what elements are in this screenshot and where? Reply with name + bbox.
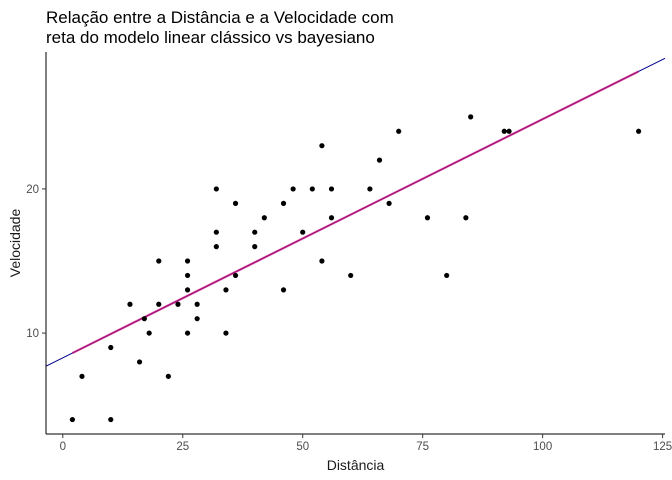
data-point <box>69 416 75 423</box>
y-tick-label: 10 <box>26 328 39 340</box>
data-point <box>396 128 402 134</box>
data-point <box>232 200 239 206</box>
data-point <box>506 128 512 134</box>
data-point <box>184 272 191 279</box>
x-tick-label: 50 <box>296 441 309 453</box>
x-tick-label: 25 <box>176 441 189 453</box>
chart-title-line-2: reta do modelo linear clássico vs bayesi… <box>46 28 375 47</box>
data-point <box>213 229 219 235</box>
data-point <box>636 128 642 134</box>
data-point <box>194 301 200 307</box>
data-point <box>386 200 392 206</box>
data-point <box>280 287 287 293</box>
data-point <box>136 359 143 365</box>
data-point <box>213 244 219 250</box>
data-point <box>376 157 383 163</box>
scatter-points <box>69 114 642 423</box>
data-point <box>223 330 229 336</box>
data-point <box>194 316 200 322</box>
y-axis-ticks: 10 20 <box>26 184 46 340</box>
data-point <box>146 330 152 336</box>
data-point <box>280 200 287 206</box>
data-point <box>468 114 474 120</box>
data-point <box>184 330 191 336</box>
data-point <box>348 272 354 279</box>
data-point <box>328 186 335 192</box>
data-point <box>156 301 162 307</box>
data-point <box>108 344 114 351</box>
data-point <box>252 229 258 235</box>
data-point <box>79 373 85 379</box>
data-point <box>223 287 229 293</box>
data-point <box>232 272 239 279</box>
data-point <box>213 186 219 192</box>
data-point <box>165 373 171 379</box>
data-point <box>252 244 258 250</box>
chart-title-line-1: Relação entre a Distância e a Velocidade… <box>46 8 394 27</box>
data-point <box>184 287 191 293</box>
y-axis-title: Velocidade <box>7 209 23 278</box>
data-point <box>309 186 315 192</box>
x-axis-title: Distância <box>327 457 385 473</box>
x-tick-label: 100 <box>533 441 552 453</box>
data-point <box>424 215 431 221</box>
data-point <box>156 258 162 264</box>
data-point <box>175 301 181 307</box>
data-point <box>108 416 114 423</box>
data-point <box>127 301 133 307</box>
x-tick-label: 125 <box>653 441 672 453</box>
data-point <box>501 128 507 134</box>
y-tick-label: 20 <box>26 184 39 196</box>
x-tick-label: 75 <box>416 441 429 453</box>
bayesian-regression-line <box>71 70 640 355</box>
data-point <box>319 258 325 264</box>
data-point <box>328 215 335 221</box>
x-tick-label: 0 <box>60 441 66 453</box>
data-point <box>290 186 296 192</box>
data-point <box>367 186 373 192</box>
x-axis-ticks: 0 25 50 75 100 125 <box>60 434 672 453</box>
data-point <box>319 143 325 149</box>
data-point <box>141 316 147 322</box>
data-point <box>463 215 469 221</box>
data-point <box>184 258 191 264</box>
regression-lines <box>45 57 666 367</box>
data-point <box>300 229 306 235</box>
data-point <box>444 272 450 279</box>
data-point <box>261 215 267 221</box>
